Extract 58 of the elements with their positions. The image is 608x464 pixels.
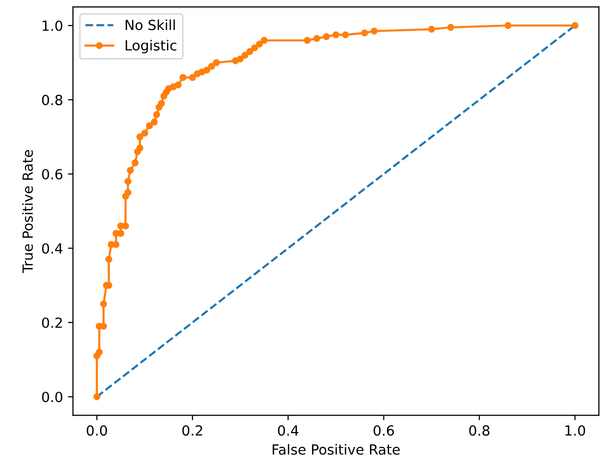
y-tick-label: 0.6 [42, 168, 62, 180]
x-tick-label: 0.8 [469, 425, 490, 436]
point [242, 52, 249, 59]
legend-label: Logistic [126, 40, 176, 54]
x-axis-title: False Positive Rate [272, 444, 400, 455]
point [236, 55, 244, 62]
x-tick-label: 0.6 [374, 425, 394, 436]
x-tick-label: 0.0 [86, 425, 107, 436]
point [212, 59, 220, 66]
point [105, 256, 112, 263]
point [504, 22, 512, 29]
point [342, 31, 349, 38]
y-tick-label: 0.2 [42, 317, 62, 328]
point [93, 393, 100, 400]
point [117, 230, 124, 237]
point [313, 35, 320, 42]
point [260, 36, 268, 44]
y-tick-label: 1.0 [42, 20, 62, 31]
point [447, 24, 454, 31]
point [203, 66, 210, 74]
point [136, 133, 144, 140]
point [361, 29, 368, 36]
point [153, 111, 160, 118]
point [428, 26, 436, 33]
point [126, 166, 134, 174]
y-tick-label: 0.0 [42, 392, 62, 402]
point [322, 33, 330, 40]
point [332, 31, 340, 38]
point [179, 74, 186, 81]
point [256, 40, 263, 48]
point [132, 159, 139, 166]
legend-label: No Skill [126, 19, 175, 30]
point [158, 100, 165, 107]
point [174, 81, 182, 88]
point [146, 122, 153, 130]
y-tick-label: 0.8 [42, 94, 62, 106]
point [370, 28, 378, 35]
point [112, 241, 120, 248]
y-tick-label: 0.4 [42, 243, 62, 254]
point [141, 130, 148, 137]
x-tick-label: 0.4 [278, 425, 298, 436]
point [124, 178, 132, 185]
point [150, 118, 158, 126]
point [246, 48, 254, 55]
point [189, 74, 196, 81]
point [124, 189, 132, 196]
point [572, 22, 578, 29]
point [100, 322, 108, 330]
x-tick-label: 1.0 [565, 425, 586, 436]
point [251, 44, 258, 52]
point [208, 62, 216, 70]
point [122, 222, 130, 230]
point [100, 300, 108, 308]
point [96, 348, 103, 356]
y-axis-title: True Positive Rate [22, 150, 33, 274]
x-tick-label: 0.2 [182, 425, 202, 436]
point [136, 144, 144, 152]
point [304, 36, 311, 44]
